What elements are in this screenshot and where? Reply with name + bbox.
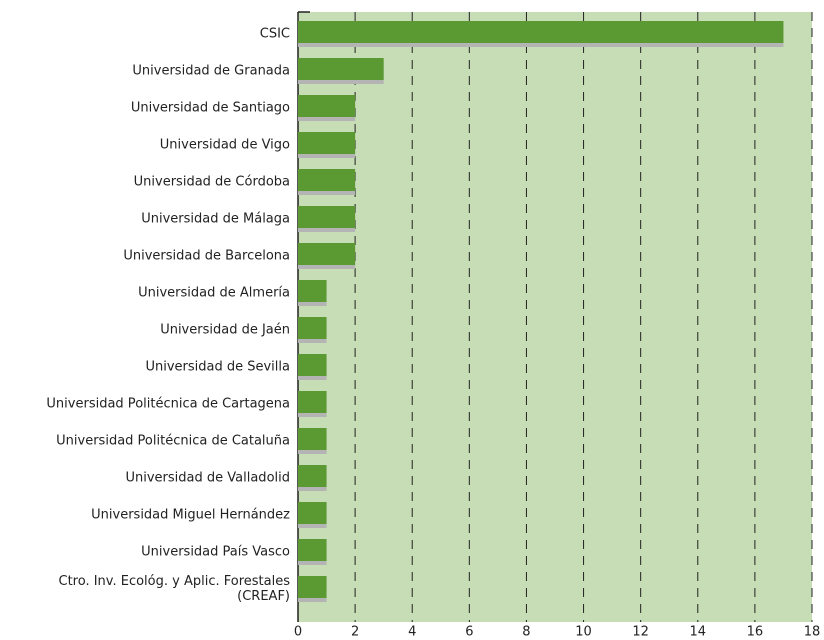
y-tick-label: Universidad Miguel Hernández	[91, 507, 290, 523]
bar	[298, 465, 327, 487]
x-tick-label: 12	[632, 625, 649, 640]
bar	[298, 169, 356, 191]
y-tick-label: Universidad Politécnica de Cartagena	[46, 396, 290, 412]
x-tick-label: 0	[294, 625, 302, 640]
plot-background	[298, 12, 812, 622]
y-tick-label: Universidad de Jaén	[160, 322, 290, 338]
x-tick-label: 16	[747, 625, 764, 640]
x-tick-label: 8	[522, 625, 530, 640]
bar	[298, 354, 327, 376]
y-tick-label: Universidad de Sevilla	[145, 359, 290, 375]
x-tick-label: 14	[690, 625, 707, 640]
y-tick-label: Ctro. Inv. Ecológ. y Aplic. Forestales (…	[58, 574, 291, 604]
bar	[298, 58, 384, 80]
bar	[298, 576, 327, 598]
bar	[298, 243, 356, 265]
y-tick-label: Universidad de Granada	[132, 63, 290, 79]
y-tick-label: Universidad País Vasco	[141, 544, 290, 560]
y-tick-label: Universidad de Almería	[138, 285, 290, 301]
x-tick-label: 2	[351, 625, 359, 640]
y-tick-label: Universidad Politécnica de Cataluña	[56, 433, 290, 449]
bar	[298, 280, 327, 302]
y-tick-label: Universidad de Santiago	[130, 100, 290, 116]
y-tick-label: Universidad de Valladolid	[125, 470, 291, 486]
y-tick-label: Universidad de Barcelona	[123, 248, 290, 264]
bar	[298, 428, 327, 450]
x-tick-label: 4	[408, 625, 416, 640]
x-tick-label: 18	[804, 625, 821, 640]
x-tick-label: 6	[465, 625, 473, 640]
bar	[298, 502, 327, 524]
x-tick-label: 10	[575, 625, 592, 640]
bar	[298, 391, 327, 413]
y-tick-label: Universidad de Vigo	[159, 137, 290, 153]
y-tick-label: Universidad de Córdoba	[133, 174, 290, 190]
y-tick-label: CSIC	[259, 26, 290, 42]
bar	[298, 132, 356, 154]
bar	[298, 21, 784, 43]
bar	[298, 317, 327, 339]
bar	[298, 539, 327, 561]
y-tick-label: Universidad de Málaga	[141, 211, 290, 227]
bar	[298, 206, 356, 228]
bar	[298, 95, 356, 117]
